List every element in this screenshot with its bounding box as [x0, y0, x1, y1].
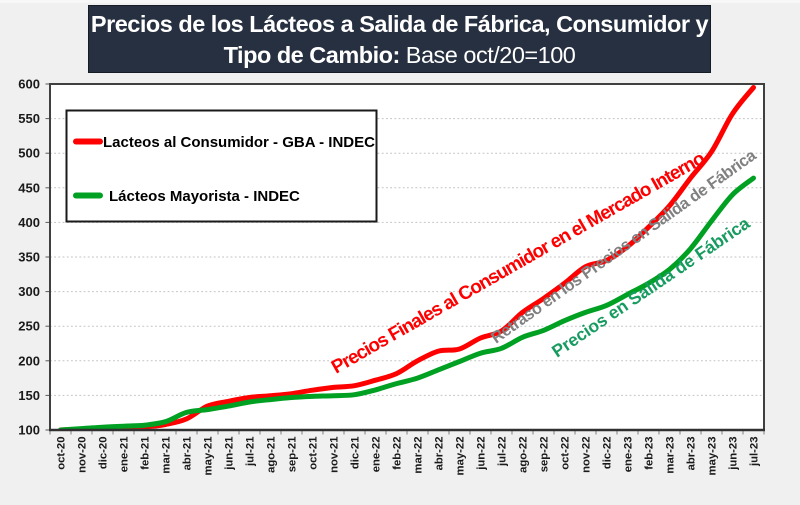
- svg-text:ago-22: ago-22: [518, 437, 530, 473]
- svg-text:150: 150: [18, 388, 40, 403]
- svg-text:jun-22: jun-22: [476, 437, 488, 471]
- svg-text:200: 200: [18, 353, 40, 368]
- svg-text:feb-23: feb-23: [644, 437, 656, 470]
- svg-text:jul-23: jul-23: [749, 437, 761, 468]
- svg-text:100: 100: [18, 423, 40, 438]
- svg-text:sep-22: sep-22: [539, 437, 551, 473]
- svg-text:Lácteos Mayorista - INDEC: Lácteos Mayorista - INDEC: [109, 188, 300, 205]
- svg-text:nov-22: nov-22: [581, 437, 593, 473]
- svg-text:nov-20: nov-20: [77, 437, 89, 473]
- svg-text:250: 250: [18, 319, 40, 334]
- svg-text:may-22: may-22: [455, 437, 467, 476]
- svg-text:oct-21: oct-21: [308, 437, 320, 470]
- svg-text:ago-21: ago-21: [266, 437, 278, 473]
- svg-text:oct-20: oct-20: [56, 437, 68, 470]
- svg-text:dic-22: dic-22: [602, 437, 614, 470]
- svg-text:600: 600: [18, 77, 40, 92]
- svg-text:dic-21: dic-21: [350, 437, 362, 470]
- svg-text:jun-23: jun-23: [728, 437, 740, 471]
- svg-text:450: 450: [18, 180, 40, 195]
- svg-text:nov-21: nov-21: [329, 437, 341, 473]
- svg-text:abr-22: abr-22: [434, 437, 446, 471]
- svg-text:jun-21: jun-21: [224, 437, 236, 471]
- svg-text:350: 350: [18, 250, 40, 265]
- svg-text:abr-23: abr-23: [686, 437, 698, 471]
- svg-text:ene-23: ene-23: [623, 437, 635, 473]
- svg-text:Lacteos al Consumidor - GBA -: Lacteos al Consumidor - GBA - INDEC: [103, 134, 375, 151]
- svg-text:may-23: may-23: [707, 437, 719, 476]
- svg-text:feb-21: feb-21: [140, 437, 152, 470]
- svg-text:feb-22: feb-22: [392, 437, 404, 470]
- svg-text:ene-21: ene-21: [119, 437, 131, 473]
- svg-text:500: 500: [18, 146, 40, 161]
- svg-text:mar-22: mar-22: [413, 437, 425, 474]
- svg-text:jul-22: jul-22: [497, 437, 509, 468]
- svg-text:550: 550: [18, 111, 40, 126]
- svg-text:ene-22: ene-22: [371, 437, 383, 473]
- svg-text:mar-23: mar-23: [665, 437, 677, 474]
- svg-text:400: 400: [18, 215, 40, 230]
- svg-text:jul-21: jul-21: [245, 437, 257, 468]
- svg-text:dic-20: dic-20: [98, 437, 110, 470]
- svg-text:mar-21: mar-21: [161, 437, 173, 474]
- svg-text:oct-22: oct-22: [560, 437, 572, 470]
- svg-text:abr-21: abr-21: [182, 437, 194, 471]
- svg-text:300: 300: [18, 284, 40, 299]
- svg-text:sep-21: sep-21: [287, 437, 299, 473]
- svg-text:may-21: may-21: [203, 437, 215, 476]
